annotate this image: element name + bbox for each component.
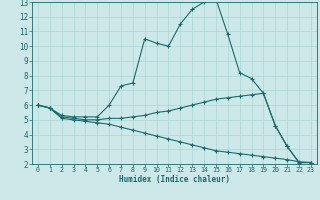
- X-axis label: Humidex (Indice chaleur): Humidex (Indice chaleur): [119, 175, 230, 184]
